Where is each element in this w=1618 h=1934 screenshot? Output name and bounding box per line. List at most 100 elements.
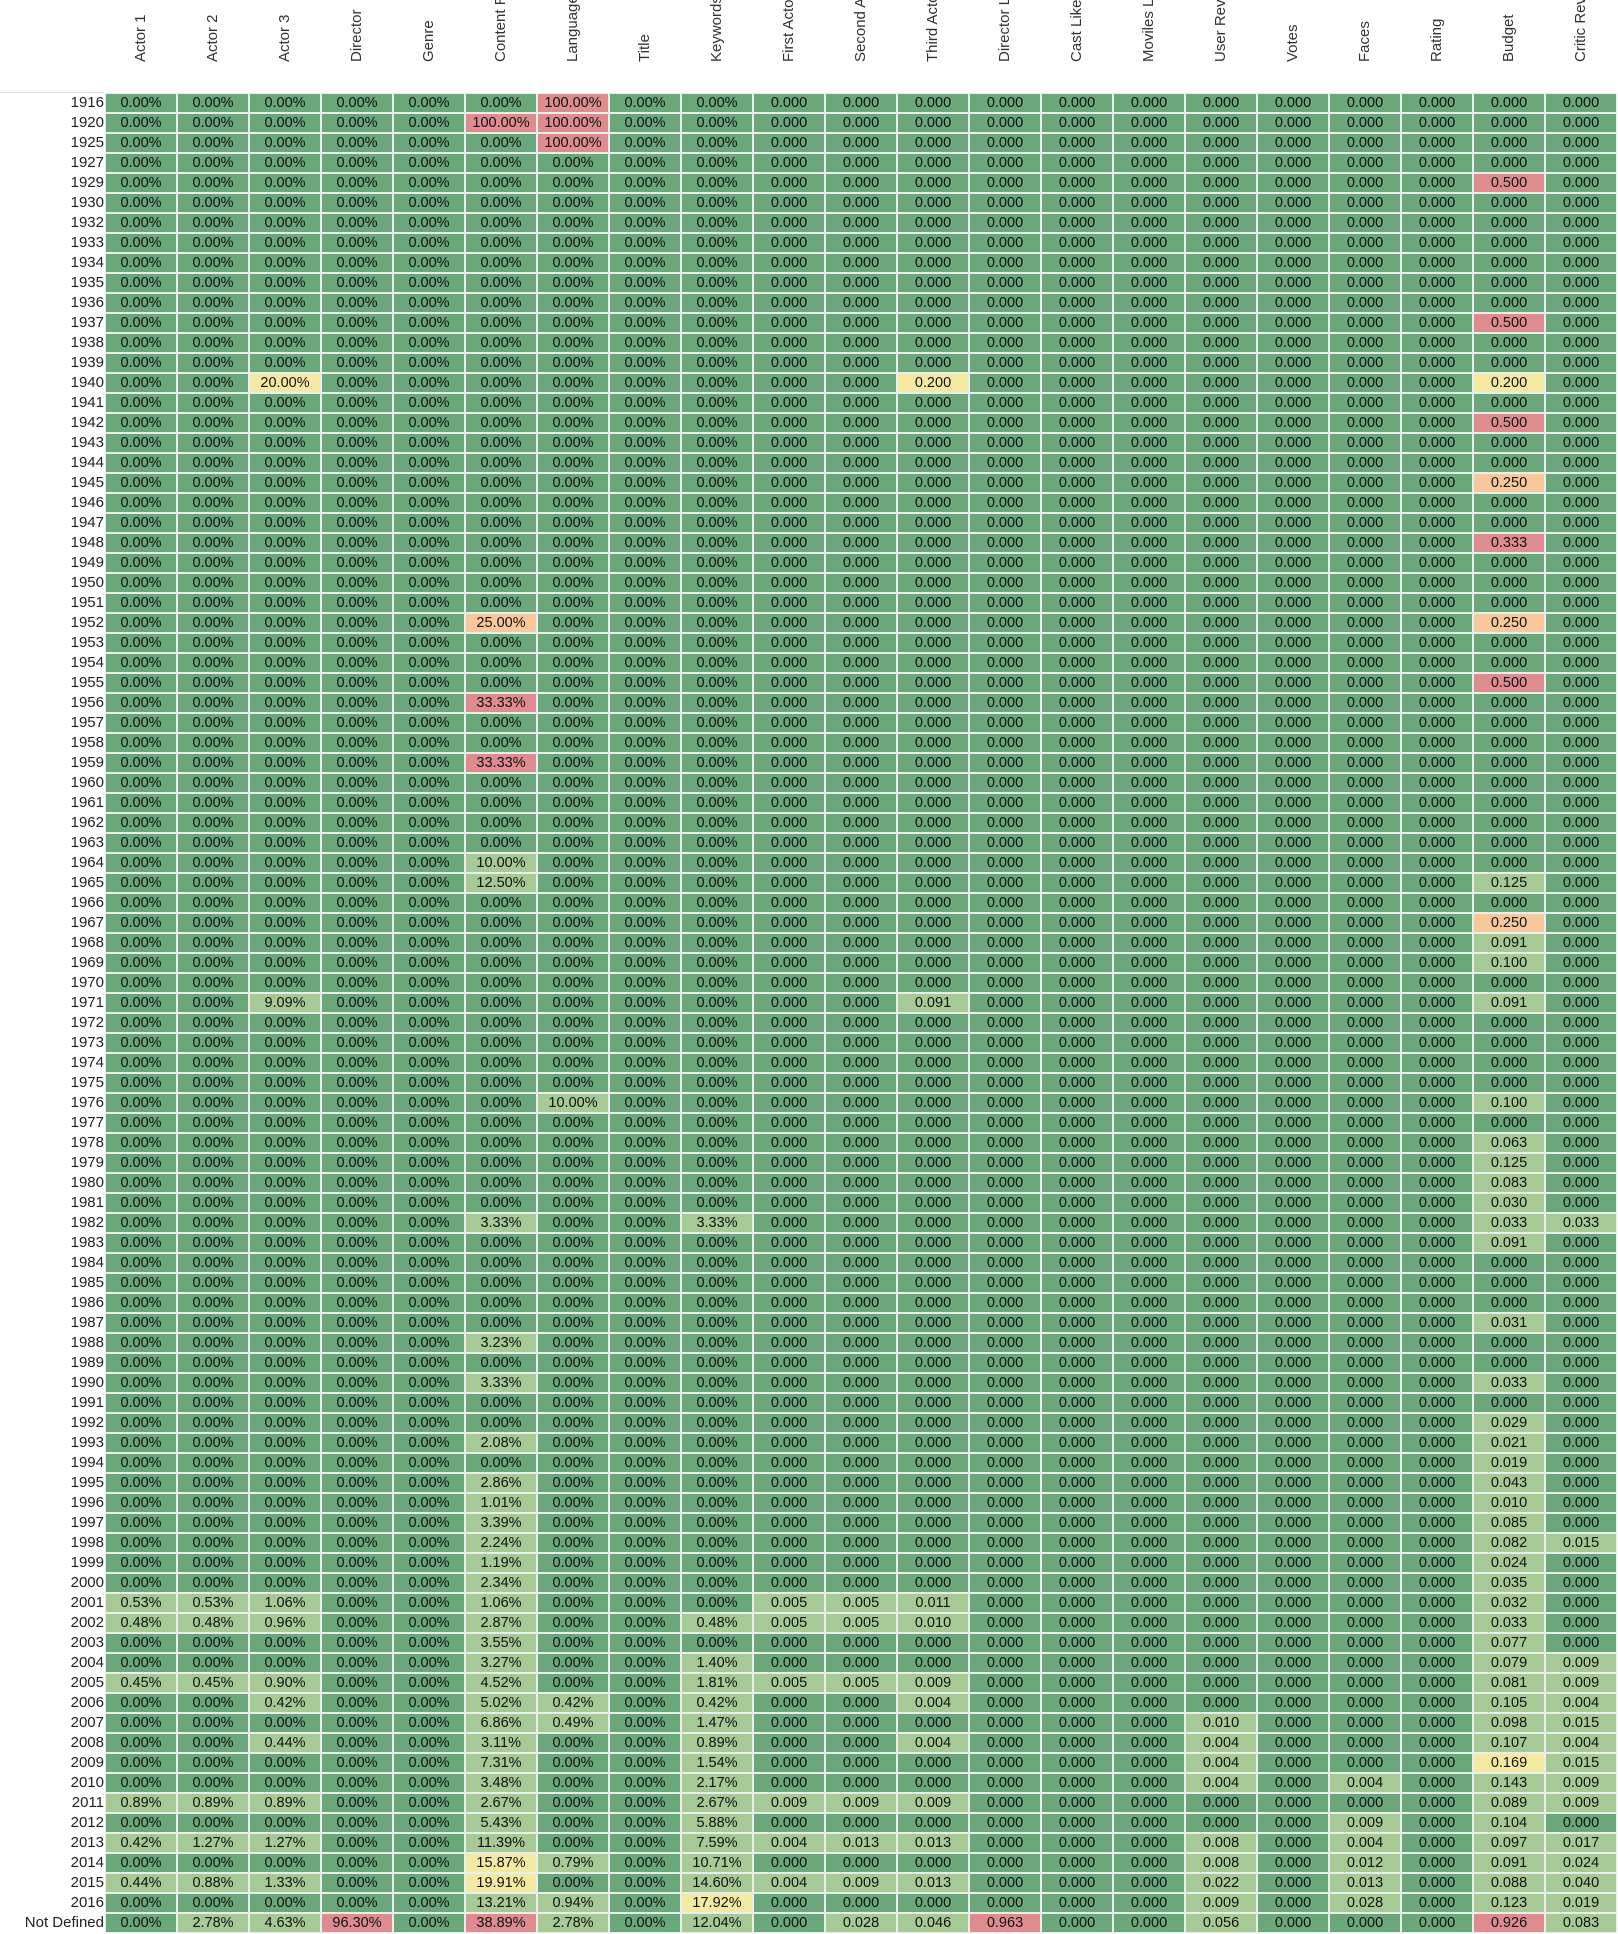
heatmap-cell: 0.00%: [321, 1493, 393, 1513]
heatmap-cell: 0.00%: [609, 793, 681, 813]
heatmap-cell: 25.00%: [465, 613, 537, 633]
heatmap-cell: 0.000: [1041, 1653, 1113, 1673]
heatmap-cell: 0.00%: [537, 893, 609, 913]
heatmap-cell: 0.333: [1473, 533, 1545, 553]
heatmap-cell: 0.00%: [249, 833, 321, 853]
row-label: 2016: [70, 1894, 104, 1911]
heatmap-cell: 0.000: [1041, 1613, 1113, 1633]
heatmap-cell: 0.000: [1329, 1173, 1401, 1193]
heatmap-cell: 0.000: [1113, 1833, 1185, 1853]
heatmap-cell: 0.45%: [177, 1673, 249, 1693]
heatmap-cell: 0.00%: [393, 1553, 465, 1573]
heatmap-cell: 0.00%: [105, 1313, 177, 1333]
heatmap-cell: 0.000: [825, 1373, 897, 1393]
heatmap-cell: 0.000: [1041, 253, 1113, 273]
heatmap-cell: 0.00%: [177, 333, 249, 353]
heatmap-cell: 0.000: [1329, 493, 1401, 513]
heatmap-cell: 0.000: [1113, 1473, 1185, 1493]
heatmap-cell: 0.000: [825, 573, 897, 593]
heatmap-cell: 0.00%: [465, 593, 537, 613]
heatmap-cell: 0.000: [969, 1373, 1041, 1393]
heatmap-cell: 0.000: [1473, 253, 1545, 273]
heatmap-cell: 0.00%: [321, 553, 393, 573]
heatmap-cell: 0.000: [969, 1833, 1041, 1853]
heatmap-cell: 0.000: [1113, 1913, 1185, 1933]
heatmap-cell: 0.000: [1257, 1673, 1329, 1693]
heatmap-cell: 0.000: [969, 753, 1041, 773]
heatmap-cell: 1.40%: [681, 1653, 753, 1673]
heatmap-cell: 0.000: [969, 433, 1041, 453]
heatmap-cell: 0.000: [969, 633, 1041, 653]
heatmap-cell: 0.000: [897, 1253, 969, 1273]
heatmap-cell: 17.92%: [681, 1893, 753, 1913]
heatmap-cell: 0.000: [969, 273, 1041, 293]
heatmap-cell: 0.00%: [609, 1453, 681, 1473]
heatmap-cell: 0.000: [897, 1353, 969, 1373]
heatmap-cell: 0.00%: [249, 793, 321, 813]
heatmap-cell: 0.000: [1545, 573, 1617, 593]
heatmap-cell: 0.000: [1257, 473, 1329, 493]
heatmap-cell: 0.00%: [537, 1053, 609, 1073]
heatmap-cell: 0.00%: [177, 833, 249, 853]
row-label: 1956: [70, 694, 104, 711]
heatmap-cell: 0.000: [825, 373, 897, 393]
heatmap-cell: 0.00%: [249, 553, 321, 573]
heatmap-cell: 0.000: [1041, 1013, 1113, 1033]
heatmap-cell: 0.00%: [321, 633, 393, 653]
heatmap-cell: 0.00%: [177, 1853, 249, 1873]
heatmap-cell: 0.000: [1401, 1153, 1473, 1173]
heatmap-cell: 0.00%: [321, 913, 393, 933]
heatmap-cell: 0.00%: [393, 633, 465, 653]
heatmap-cell: 0.00%: [321, 593, 393, 613]
heatmap-cell: 0.000: [753, 293, 825, 313]
heatmap-cell: 0.000: [969, 1173, 1041, 1193]
heatmap-cell: 0.00%: [177, 573, 249, 593]
heatmap-cell: 19.91%: [465, 1873, 537, 1893]
heatmap-cell: 0.000: [753, 713, 825, 733]
heatmap-cell: 0.000: [1401, 853, 1473, 873]
heatmap-cell: 0.00%: [609, 1853, 681, 1873]
heatmap-cell: 0.000: [1545, 553, 1617, 573]
heatmap-cell: 0.000: [969, 953, 1041, 973]
heatmap-cell: 0.000: [1329, 1533, 1401, 1553]
heatmap-cell: 0.000: [1329, 893, 1401, 913]
heatmap-cell: 0.200: [1473, 373, 1545, 393]
row-label: 1978: [70, 1134, 104, 1151]
heatmap-cell: 0.00%: [321, 1753, 393, 1773]
heatmap-cell: 0.00%: [393, 773, 465, 793]
heatmap-cell: 0.00%: [321, 1733, 393, 1753]
heatmap-cell: 0.000: [1401, 1133, 1473, 1153]
heatmap-cell: 0.42%: [537, 1693, 609, 1713]
heatmap-cell: 0.000: [1401, 993, 1473, 1013]
heatmap-cell: 0.00%: [537, 1833, 609, 1853]
heatmap-cell: 0.00%: [105, 773, 177, 793]
heatmap-cell: 0.000: [1185, 1353, 1257, 1373]
heatmap-cell: 0.000: [1257, 1693, 1329, 1713]
row-label: 2012: [70, 1814, 104, 1831]
heatmap-cell: 0.000: [1257, 453, 1329, 473]
heatmap-cell: 0.000: [897, 433, 969, 453]
heatmap-cell: 0.008: [1185, 1853, 1257, 1873]
heatmap-cell: 0.000: [1473, 633, 1545, 653]
heatmap-cell: 0.000: [1473, 973, 1545, 993]
heatmap-cell: 0.000: [1113, 813, 1185, 833]
heatmap-cell: 0.00%: [681, 1293, 753, 1313]
heatmap-cell: 0.00%: [177, 1533, 249, 1553]
heatmap-cell: 0.000: [1545, 753, 1617, 773]
heatmap-cell: 0.000: [1545, 1033, 1617, 1053]
heatmap-cell: 0.000: [969, 833, 1041, 853]
heatmap-cell: 0.169: [1473, 1753, 1545, 1773]
heatmap-cell: 4.52%: [465, 1673, 537, 1693]
heatmap-cell: 0.000: [753, 353, 825, 373]
heatmap-cell: 0.000: [1473, 453, 1545, 473]
heatmap-cell: 0.000: [1257, 1393, 1329, 1413]
row-label: 1930: [70, 194, 104, 211]
heatmap-cell: 0.000: [969, 1613, 1041, 1633]
heatmap-cell: 0.00%: [105, 1113, 177, 1133]
heatmap-cell: 0.000: [1185, 1033, 1257, 1053]
heatmap-cell: 0.000: [1185, 1573, 1257, 1593]
heatmap-cell: 0.00%: [681, 1233, 753, 1253]
heatmap-cell: 0.000: [1545, 1553, 1617, 1573]
heatmap-cell: 0.00%: [249, 1113, 321, 1133]
heatmap-cell: 0.00%: [681, 413, 753, 433]
